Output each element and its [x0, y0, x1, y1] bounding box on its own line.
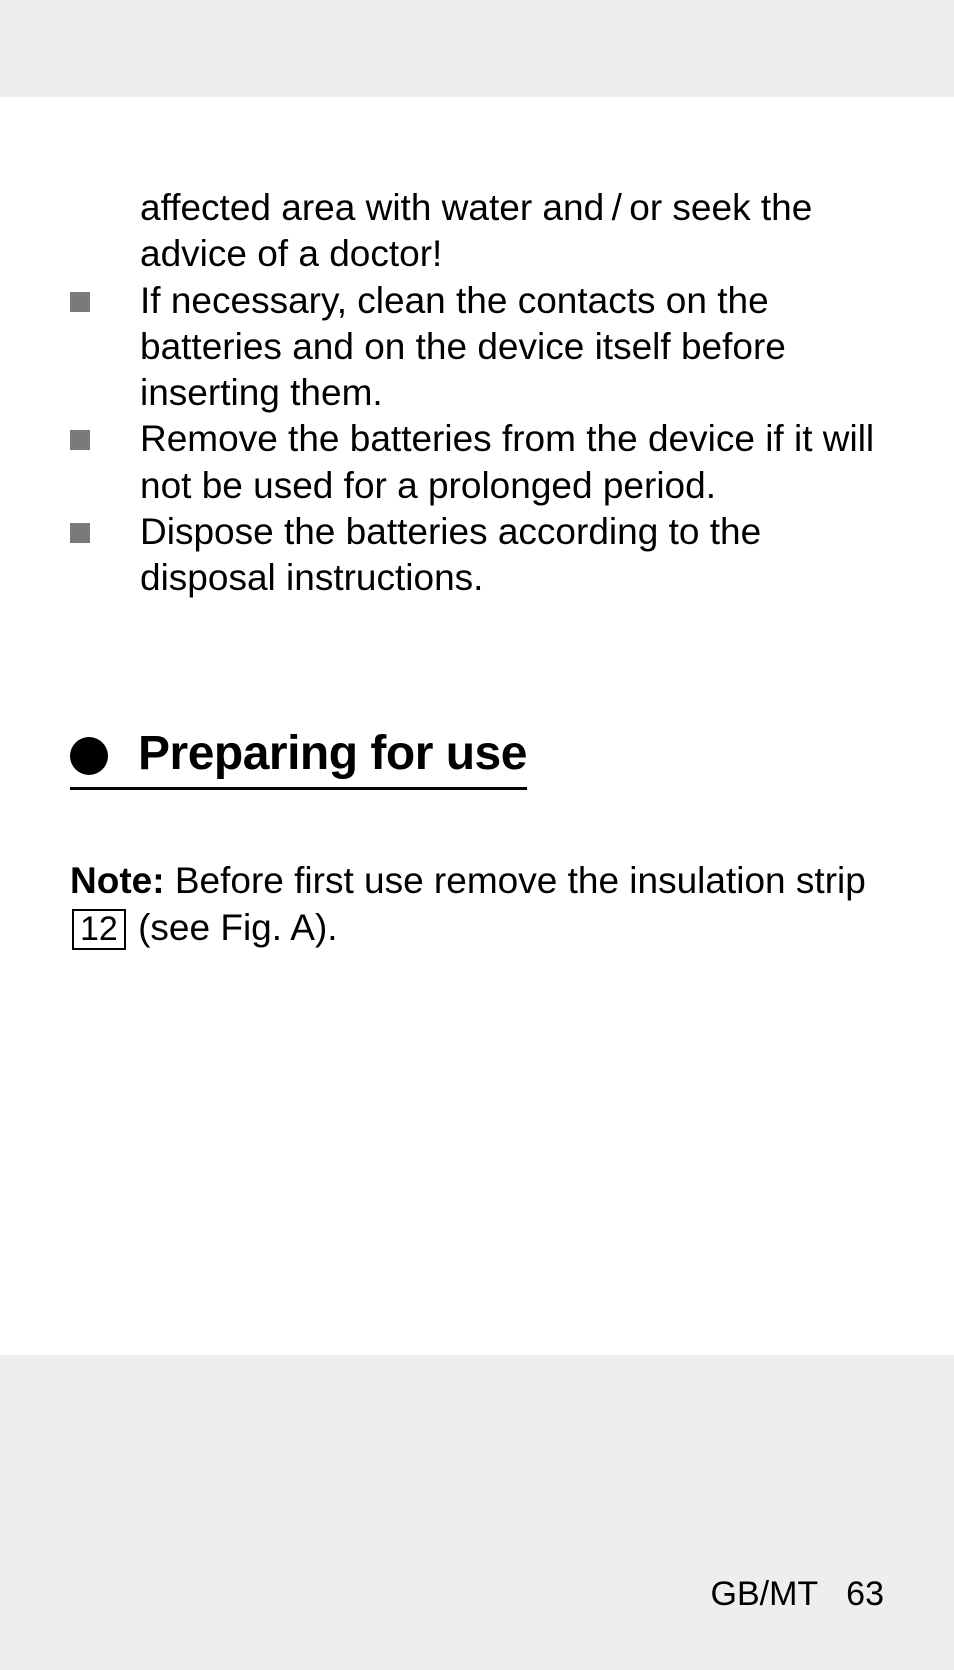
bullet-list: affected area with water and / or seek t…: [70, 185, 884, 601]
note-text-after: (see Fig. A).: [128, 907, 338, 948]
square-bullet-icon: [70, 292, 90, 312]
list-item-text: If necessary, clean the contacts on the …: [140, 278, 884, 417]
square-bullet-icon: [70, 523, 90, 543]
footer-region: GB/MT: [711, 1575, 819, 1614]
continued-paragraph: affected area with water and / or seek t…: [140, 185, 884, 278]
document-page: affected area with water and / or seek t…: [0, 97, 954, 1355]
list-item-text: Remove the batteries from the device if …: [140, 416, 884, 509]
list-item: If necessary, clean the contacts on the …: [70, 278, 884, 417]
section-heading-container: Preparing for use: [70, 726, 527, 790]
page-footer: GB/MT 63: [711, 1575, 885, 1614]
list-item: Remove the batteries from the device if …: [70, 416, 884, 509]
heading-text: Preparing for use: [138, 726, 527, 781]
section-heading: Preparing for use: [70, 726, 527, 781]
note-paragraph: Note: Before first use remove the insula…: [70, 858, 884, 951]
note-text-before: Before first use remove the insula­tion …: [165, 860, 866, 901]
square-bullet-icon: [70, 430, 90, 450]
list-item: Dispose the batteries according to the d…: [70, 509, 884, 602]
reference-number-box: 12: [72, 909, 126, 950]
list-item-text: Dispose the batteries according to the d…: [140, 509, 884, 602]
footer-page-number: 63: [846, 1575, 884, 1614]
note-label: Note:: [70, 860, 165, 901]
circle-bullet-icon: [70, 737, 108, 775]
